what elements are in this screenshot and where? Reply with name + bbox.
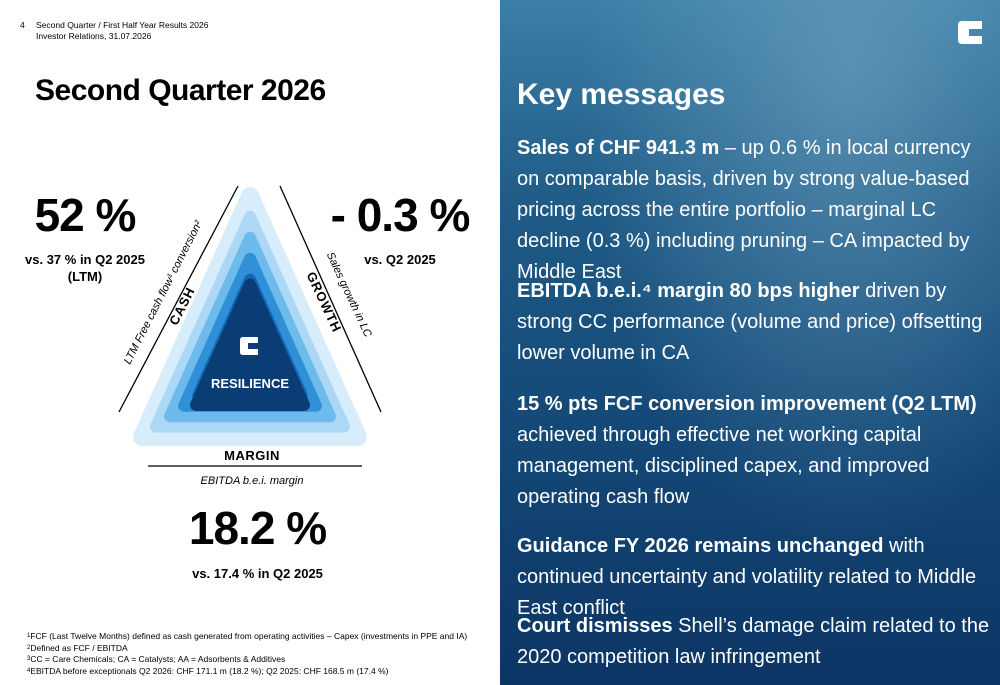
- metric-value: 18.2 %: [188, 502, 327, 554]
- metric-note: vs. 37 % in Q2 2025: [25, 252, 145, 267]
- key-message-bold: Court dismisses: [517, 615, 673, 637]
- key-message: Guidance FY 2026 remains unchanged with …: [517, 531, 991, 624]
- key-message-text: Shell’s damage claim related to the 2020…: [517, 615, 990, 668]
- brand-logo: [958, 21, 982, 44]
- footnote-text: CC = Care Chemicals; CA = Catalysts; AA …: [30, 654, 286, 664]
- axis-line: [279, 185, 382, 413]
- triangle-center: RESILIENCE: [211, 376, 289, 391]
- metric-value: 52 %: [34, 189, 137, 241]
- metric-note: vs. Q2 2025: [364, 252, 436, 267]
- triangle-diagram: RESILIENCE CASH LTM Free cash flow¹ conv…: [118, 185, 382, 487]
- footnote-mark: 4: [27, 667, 31, 674]
- header-line: Second Quarter / First Half Year Results…: [36, 20, 209, 30]
- slide-title: Second Quarter 2026: [35, 74, 326, 107]
- axis-label: EBITDA b.e.i. margin: [201, 475, 304, 487]
- footnote-mark: 1: [27, 633, 31, 639]
- footnote-mark: 3: [27, 656, 31, 662]
- axis-line: [118, 185, 239, 413]
- metric-note: (LTM): [67, 269, 103, 284]
- metric-note: vs. 17.4 % in Q2 2025: [192, 566, 323, 581]
- metric-value: - 0.3 %: [330, 189, 471, 241]
- key-message: 15 % pts FCF conversion improvement (Q2 …: [517, 389, 991, 513]
- footnote-text: Defined as FCF / EBITDA: [30, 642, 128, 653]
- key-message-bold: 15 % pts FCF conversion improvement (Q2 …: [517, 393, 977, 415]
- footnote-text: EBITDA before exceptionals Q2 2026: CHF …: [30, 665, 389, 676]
- key-message-bold: EBITDA b.e.i.⁴ margin 80 bps higher: [517, 280, 860, 302]
- key-message: Sales of CHF 941.3 m – up 0.6 % in local…: [517, 133, 991, 288]
- key-messages-title: Key messages: [517, 78, 726, 111]
- logo: [240, 337, 258, 355]
- footnote-text: FCF (Last Twelve Months) defined as cash…: [30, 631, 468, 641]
- footnote: 1FCF (Last Twelve Months) defined as cas…: [27, 631, 487, 643]
- key-message-text: – up 0.6 % in local currency on comparab…: [517, 137, 971, 283]
- page-number: 4: [20, 20, 25, 30]
- triangle-label: MARGIN: [224, 448, 280, 463]
- key-message-text: driven by strong CC performance (volume …: [517, 280, 983, 364]
- footnote: 2Defined as FCF / EBITDA: [27, 643, 487, 655]
- triangle-layers: [133, 187, 367, 446]
- key-message-text: with continued uncertainty and volatilit…: [517, 535, 977, 619]
- key-message-text: achieved through effective net working c…: [517, 424, 930, 508]
- key-message-bold: Sales of CHF 941.3 m: [517, 137, 720, 159]
- header-line: Investor Relations, 31.07.2026: [36, 31, 152, 41]
- triangle-layer: [190, 278, 310, 411]
- right-panel: [500, 0, 1000, 685]
- footnote-mark: 2: [27, 644, 31, 651]
- key-message: EBITDA b.e.i.⁴ margin 80 bps higher driv…: [517, 276, 991, 369]
- key-message-bold: Guidance FY 2026 remains unchanged: [517, 535, 884, 557]
- footnote: 4EBITDA before exceptionals Q2 2026: CHF…: [27, 666, 487, 678]
- footnote: 3CC = Care Chemicals; CA = Catalysts; AA…: [27, 654, 487, 666]
- key-message: Court dismisses Shell’s damage claim rel…: [517, 611, 991, 673]
